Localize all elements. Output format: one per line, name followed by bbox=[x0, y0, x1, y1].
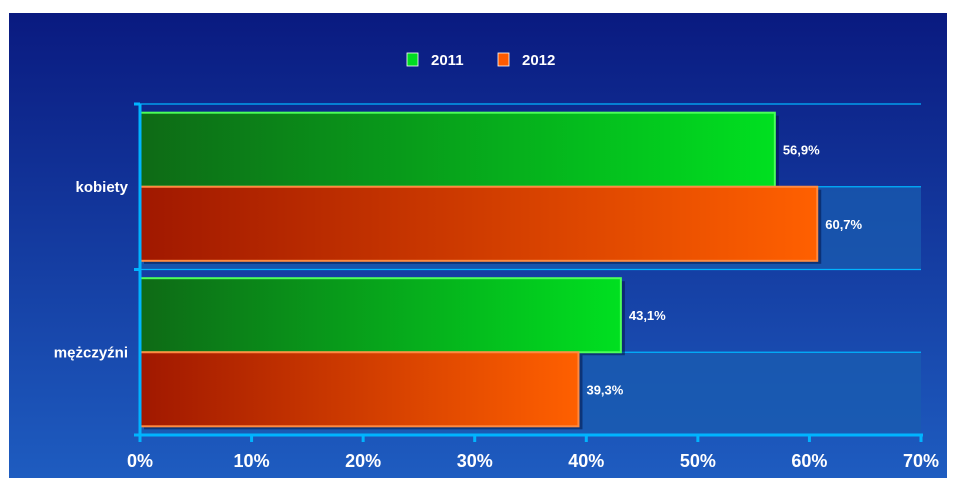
legend-label-2011: 2011 bbox=[431, 52, 464, 69]
data-label: 56,9% bbox=[783, 143, 820, 158]
data-label: 43,1% bbox=[629, 308, 666, 323]
category-label: kobiety bbox=[75, 179, 128, 196]
bar-chart: 56,9% 60,7% kobiety 43,1% 39,3% mężczyźni 0% 10… bbox=[9, 13, 947, 478]
legend-swatch-2012 bbox=[497, 52, 510, 67]
data-label: 39,3% bbox=[586, 382, 623, 397]
x-tick-label: 30% bbox=[457, 451, 493, 471]
x-tick-label: 60% bbox=[791, 451, 827, 471]
x-tick-label: 40% bbox=[568, 451, 604, 471]
bar-2011-1 bbox=[139, 277, 622, 354]
x-tick-label: 70% bbox=[903, 451, 939, 471]
legend-label-2012: 2012 bbox=[522, 52, 555, 69]
legend-swatch-2011 bbox=[406, 52, 419, 67]
chart-frame: 56,9% 60,7% kobiety 43,1% 39,3% mężczyźni 0% 10… bbox=[9, 13, 947, 478]
bar-2012-0 bbox=[139, 185, 819, 262]
bar-2012-1 bbox=[139, 351, 580, 428]
x-tick-label: 20% bbox=[345, 451, 381, 471]
bar-2011-0 bbox=[139, 111, 776, 188]
x-tick-label: 10% bbox=[234, 451, 270, 471]
x-tick-label: 50% bbox=[680, 451, 716, 471]
x-tick-label: 0% bbox=[127, 451, 153, 471]
category-label: mężczyźni bbox=[54, 344, 128, 361]
data-label: 60,7% bbox=[825, 217, 862, 232]
